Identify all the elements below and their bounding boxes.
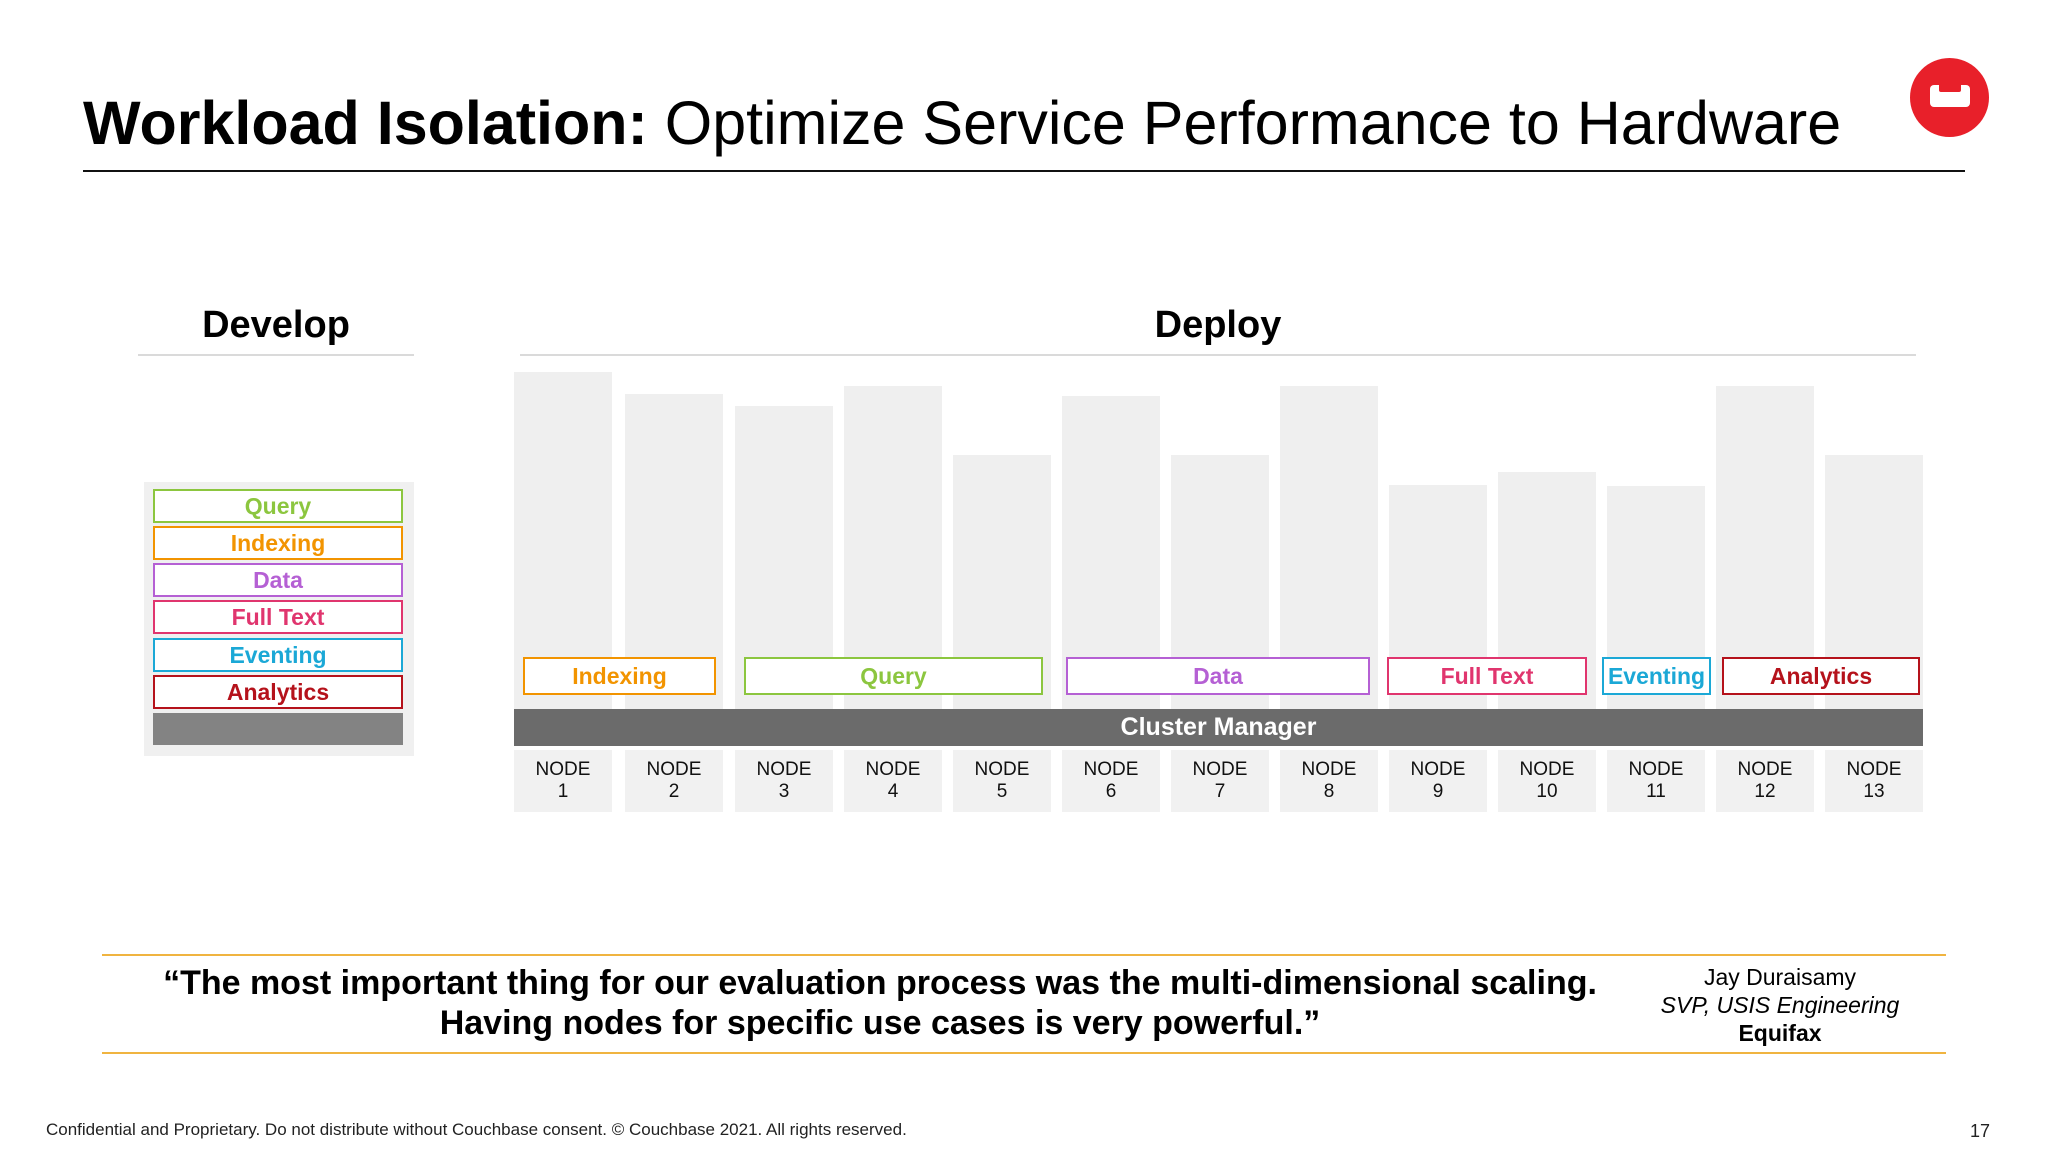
node-column <box>514 372 612 709</box>
attribution-name: Jay Duraisamy <box>1703 964 1857 990</box>
node-label-name: NODE <box>1192 759 1248 780</box>
node-label-name: NODE <box>1628 759 1684 780</box>
node-label: NODE 11 <box>1607 750 1705 812</box>
stack-item-query: Query <box>153 489 403 523</box>
title-divider <box>83 170 1965 172</box>
footer-disclaimer: Confidential and Proprietary. Do not dis… <box>46 1120 907 1139</box>
node-label-number: 1 <box>557 781 569 802</box>
node-label-number: 5 <box>996 781 1008 802</box>
customer-quote: “The most important thing for our evalua… <box>110 963 1650 1047</box>
node-label-name: NODE <box>756 759 812 780</box>
page-number: 17 <box>1969 1121 1990 1141</box>
quote-line-2: Having nodes for specific use cases is v… <box>439 1004 1321 1042</box>
node-label-number: 11 <box>1646 781 1666 802</box>
node-label-name: NODE <box>1083 759 1139 780</box>
node-label: NODE 3 <box>735 750 833 812</box>
node-label-number: 7 <box>1214 781 1226 802</box>
attribution-role: SVP, USIS Engineering <box>1660 992 1900 1018</box>
couchbase-logo-icon <box>1910 58 1989 137</box>
node-label: NODE 9 <box>1389 750 1487 812</box>
stack-item-data: Data <box>153 563 403 597</box>
node-label: NODE 4 <box>844 750 942 812</box>
service-box-eventing: Eventing <box>1602 657 1711 695</box>
node-label-name: NODE <box>646 759 702 780</box>
title-bold: Workload Isolation: <box>83 89 648 157</box>
node-label-number: 8 <box>1323 781 1335 802</box>
node-label: NODE 13 <box>1825 750 1923 812</box>
node-label-number: 13 <box>1863 781 1885 802</box>
deploy-heading: Deploy <box>1154 304 1282 346</box>
node-label: NODE 12 <box>1716 750 1814 812</box>
slide-title: Workload Isolation: Optimize Service Per… <box>83 88 1883 158</box>
node-label: NODE 1 <box>514 750 612 812</box>
node-label: NODE 7 <box>1171 750 1269 812</box>
node-label-name: NODE <box>1410 759 1466 780</box>
stack-blank-bar <box>153 713 403 745</box>
service-box-data: Data <box>1066 657 1370 695</box>
quote-attribution: Jay Duraisamy SVP, USIS Engineering Equi… <box>1620 963 1940 1047</box>
node-label: NODE 10 <box>1498 750 1596 812</box>
service-box-indexing: Indexing <box>523 657 716 695</box>
node-label-name: NODE <box>974 759 1030 780</box>
node-label-number: 10 <box>1536 781 1558 802</box>
node-column <box>625 394 723 709</box>
develop-heading: Develop <box>202 304 350 346</box>
node-label: NODE 6 <box>1062 750 1160 812</box>
node-label: NODE 2 <box>625 750 723 812</box>
node-label-number: 12 <box>1754 781 1776 802</box>
node-label-number: 9 <box>1432 781 1444 802</box>
quote-top-rule <box>102 954 1946 956</box>
node-column <box>1062 396 1160 709</box>
stack-item-analytics: Analytics <box>153 675 403 709</box>
node-label-name: NODE <box>1301 759 1357 780</box>
service-box-query: Query <box>744 657 1043 695</box>
service-box-analytics: Analytics <box>1722 657 1920 695</box>
deploy-divider <box>520 354 1916 356</box>
stack-item-eventing: Eventing <box>153 638 403 672</box>
node-label-name: NODE <box>535 759 591 780</box>
quote-line-1: “The most important thing for our evalua… <box>163 964 1597 1002</box>
node-column <box>1716 386 1814 709</box>
node-label-name: NODE <box>1846 759 1902 780</box>
node-label: NODE 8 <box>1280 750 1378 812</box>
stack-item-full-text: Full Text <box>153 600 403 634</box>
develop-divider <box>138 354 414 356</box>
logo-cup-inner <box>1939 80 1961 92</box>
node-column <box>844 386 942 709</box>
quote-bottom-rule <box>102 1052 1946 1054</box>
node-label-number: 2 <box>668 781 680 802</box>
node-label-number: 4 <box>887 781 899 802</box>
node-label-number: 3 <box>778 781 790 802</box>
title-rest: Optimize Service Performance to Hardware <box>647 89 1842 157</box>
node-label-name: NODE <box>1737 759 1793 780</box>
attribution-company: Equifax <box>1738 1020 1822 1046</box>
develop-service-stack: Query Indexing Data Full Text Eventing A… <box>144 482 414 756</box>
stack-item-indexing: Indexing <box>153 526 403 560</box>
node-label: NODE 5 <box>953 750 1051 812</box>
cluster-manager-bar: Cluster Manager <box>514 709 1923 746</box>
node-column <box>1280 386 1378 709</box>
service-box-full-text: Full Text <box>1387 657 1587 695</box>
node-label-name: NODE <box>865 759 921 780</box>
node-label-name: NODE <box>1519 759 1575 780</box>
node-label-number: 6 <box>1105 781 1117 802</box>
